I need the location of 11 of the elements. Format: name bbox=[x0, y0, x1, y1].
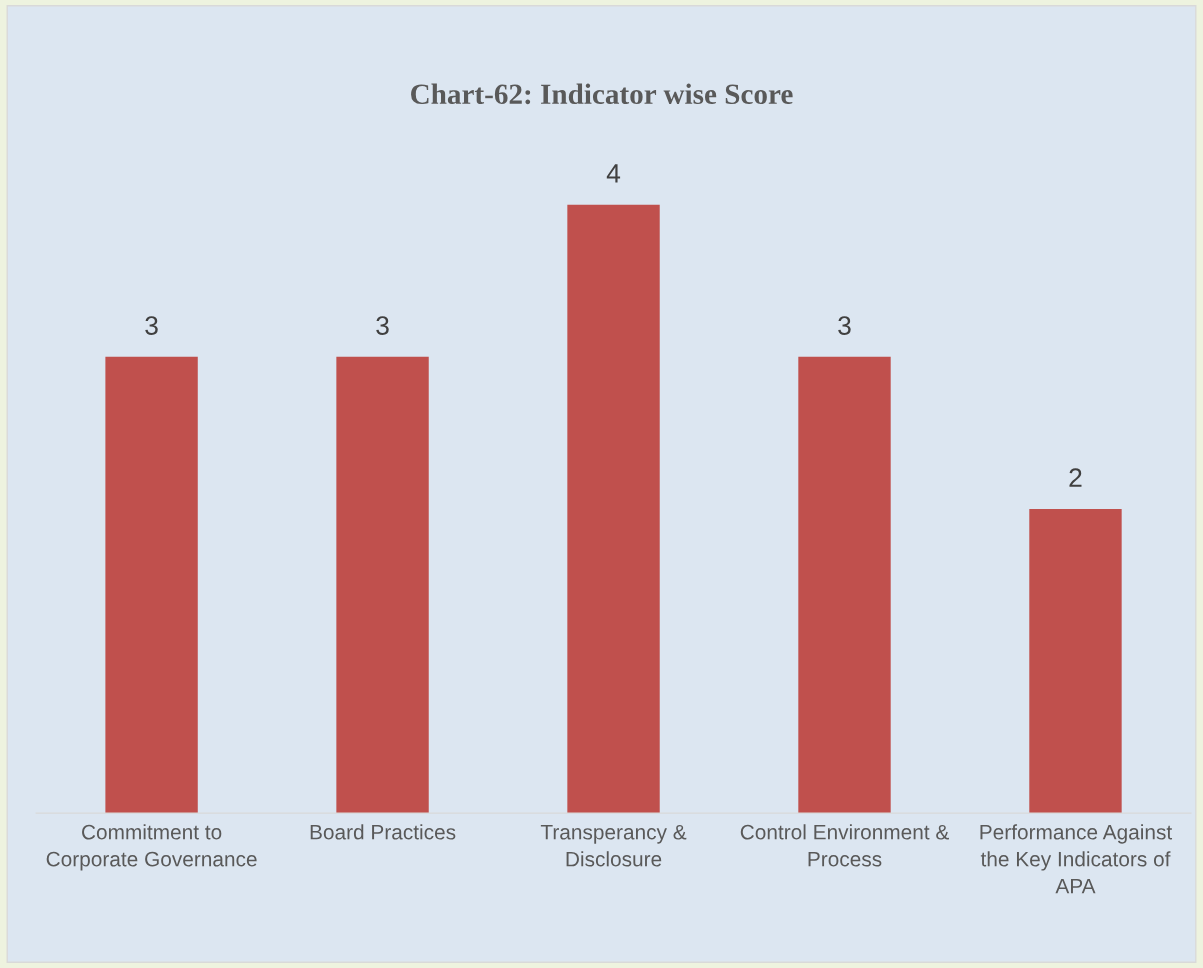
data-label: 3 bbox=[838, 316, 851, 335]
chart-title: Chart-62: Indicator wise Score bbox=[411, 83, 793, 105]
data-label: 3 bbox=[376, 316, 389, 335]
data-label: 2 bbox=[1069, 468, 1082, 487]
data-label: 4 bbox=[606, 164, 621, 183]
x-tick-label: Commitment to Corporate Governance bbox=[46, 824, 257, 871]
x-tick-label: Performance Against the Key Indicators of APA bbox=[980, 824, 1173, 894]
x-tick-label: Transperancy & Disclosure bbox=[540, 824, 687, 867]
x-tick-label: Board Practices bbox=[310, 824, 456, 840]
x-tick-label: Control Environment & Process bbox=[740, 824, 949, 867]
data-label: 3 bbox=[145, 316, 158, 335]
